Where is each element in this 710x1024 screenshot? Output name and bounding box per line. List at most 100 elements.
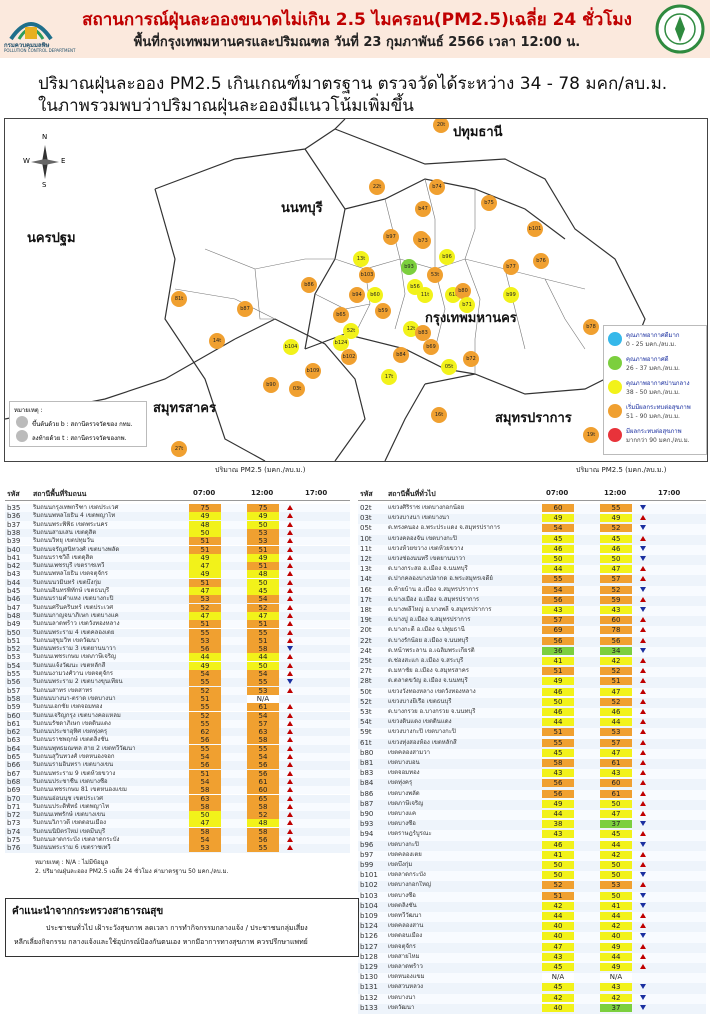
trend-up-icon <box>287 629 293 635</box>
value-1200: 53 <box>247 537 279 546</box>
value-1200: 37 <box>600 1003 632 1012</box>
trend-up-icon <box>287 803 293 809</box>
station-name: ต.บางกะดี อ.เมือง จ.ปทุมธานี <box>388 626 465 634</box>
value-0700: 49 <box>189 553 221 562</box>
station-name: เขตบางกอกใหญ่ <box>388 881 432 889</box>
station-code: b93 <box>360 820 374 829</box>
station-name: เขตบางแค <box>388 810 417 817</box>
legend-title: เริ่มมีผลกระทบต่อสุขภาพ <box>626 404 691 411</box>
station-name: เขตคลองเตย <box>388 850 422 858</box>
station-code: b69 <box>7 786 21 795</box>
value-0700: 75 <box>189 504 221 512</box>
trend-up-icon <box>640 709 646 714</box>
table-row: b56 ริมถนนพระราม 2 เขตบางขุนเทียน 55 55 <box>5 678 350 687</box>
station-marker: b76 <box>533 253 549 269</box>
station-code: b70 <box>7 794 21 803</box>
value-0700: 55 <box>542 738 574 747</box>
value-0700: 51 <box>189 620 221 629</box>
station-code: b50 <box>7 628 21 637</box>
value-0700: 56 <box>189 736 221 745</box>
station-marker: b75 <box>481 195 497 211</box>
value-1200: 51 <box>247 636 279 645</box>
compass-icon <box>31 145 59 179</box>
station-marker: 20t <box>433 119 449 133</box>
station-code: b48 <box>7 611 21 620</box>
value-0700: N/A <box>542 973 574 982</box>
value-0700: 54 <box>189 836 221 844</box>
value-0700: 48 <box>189 520 221 529</box>
table-row: b44 ริมถนนนวมินทร์ เขตบึงกุ่ม 51 50 <box>5 578 350 587</box>
table-row: 50t แขวงวังทองหลาง เขตวังทองหลาง 46 47 <box>358 687 706 698</box>
table-row: b126 เขตดอนเมือง 40 40 <box>358 932 706 943</box>
value-0700: 44 <box>542 565 574 574</box>
value-1200: 41 <box>600 901 632 910</box>
map-notes: หมายเหตุ : ขึ้นต้นด้วย b : สถานีตรวจวัดข… <box>9 401 147 447</box>
station-name: ต.ปากคลองบางปลากด อ.พระสมุทรเจดีย์ <box>388 575 493 583</box>
station-code: b55 <box>7 670 21 678</box>
station-name: แขวงห้วยขวาง เขตห้วยขวาง <box>388 544 464 552</box>
value-1200: 52 <box>247 811 279 820</box>
col-1200-header: 12:00 <box>251 489 274 497</box>
trend-up-icon <box>640 923 646 929</box>
value-1200: 58 <box>247 645 279 654</box>
station-name: ริมถนนพระราม 3 เขตยานนาวา <box>33 645 116 653</box>
value-0700: 47 <box>189 611 221 620</box>
table-row: b124 เขตคลองสาน 40 42 <box>358 922 706 933</box>
trend-up-icon <box>640 729 646 735</box>
value-0700: 49 <box>189 661 221 670</box>
compass-n: N <box>42 133 48 141</box>
value-1200: 42 <box>600 922 632 931</box>
station-code: b81 <box>360 759 374 767</box>
station-code: 27t <box>360 667 372 676</box>
station-code: b36 <box>7 512 21 521</box>
value-1200: 53 <box>247 528 279 537</box>
table-row: b45 ริมถนนอินทรพิทักษ์ เขตธนบุรี 47 45 <box>5 587 350 596</box>
station-code: b84 <box>360 779 374 788</box>
table-row: b130 เขตหนองแขม N/A N/A <box>358 973 706 984</box>
value-0700: 51 <box>189 769 221 778</box>
table-row: b99 เขตบึงกุ่ม 50 50 <box>358 861 706 872</box>
table-row: b46 ริมถนนรามคำแหง เขตบางกะปิ 53 54 <box>5 595 350 604</box>
station-code: 13t <box>360 565 372 574</box>
value-0700: 51 <box>542 667 574 676</box>
compass-s: S <box>42 181 47 189</box>
station-marker: b74 <box>429 179 445 195</box>
station-code: b126 <box>360 932 378 941</box>
value-1200: 55 <box>247 628 279 637</box>
value-1200: 52 <box>600 667 632 676</box>
station-code: b47 <box>7 603 21 612</box>
value-1200: 63 <box>247 728 279 737</box>
station-marker: b124 <box>333 335 349 351</box>
station-code: b40 <box>7 545 21 554</box>
station-name: ต.ช่องสะแก อ.เมือง จ.สระบุรี <box>388 657 464 664</box>
station-name: ต.ท้ายบ้าน อ.เมือง จ.สมุทรปราการ <box>388 585 479 593</box>
station-name: แขวงบางยี่เรือ เขตธนบุรี <box>388 697 452 705</box>
table-row: 14t ต.ปากคลองบางปลากด อ.พระสมุทรเจดีย์ 55 5… <box>358 575 706 586</box>
value-0700: 49 <box>189 512 221 521</box>
station-marker: 52t <box>343 323 359 339</box>
trend-down-icon <box>640 821 646 827</box>
table-row: b133 เขตวัฒนา 40 37 <box>358 1003 706 1014</box>
trend-up-icon <box>640 617 646 623</box>
trend-down-icon <box>640 1004 646 1010</box>
value-0700: 44 <box>189 653 221 662</box>
station-marker: b69 <box>423 339 439 355</box>
map-legend: คุณภาพอากาศดีมาก 0 - 25 มคก./ลบ.ม. คุณภาพอ… <box>603 325 707 455</box>
trend-up-icon <box>287 820 293 826</box>
station-code: b80 <box>360 748 374 757</box>
province-label-samutsakhon: สมุทรสาคร <box>153 401 216 416</box>
trend-down-icon <box>640 841 646 847</box>
station-marker: b78 <box>583 319 599 335</box>
legend-swatch <box>608 404 622 418</box>
station-name: ริมถนนเจริญกรุง เขตบางคอแหลม <box>33 711 121 719</box>
trend-up-icon <box>640 668 646 674</box>
station-code: 05t <box>360 524 372 533</box>
value-0700: 36 <box>542 646 574 655</box>
station-code: b38 <box>7 528 21 537</box>
value-0700: 50 <box>542 861 574 869</box>
station-code: b104 <box>360 901 378 910</box>
table-row: b49 ริมถนนลาดพร้าว เขตวังทองหลาง 51 51 <box>5 620 350 629</box>
station-name: ต.หน้าพระลาน อ.เฉลิมพระเกียรติ <box>388 646 475 654</box>
table-row: b127 เขตจตุจักร 47 49 <box>358 942 706 953</box>
station-name: ต.มหาชัย อ.เมือง จ.สมุทรสาคร <box>388 667 470 675</box>
